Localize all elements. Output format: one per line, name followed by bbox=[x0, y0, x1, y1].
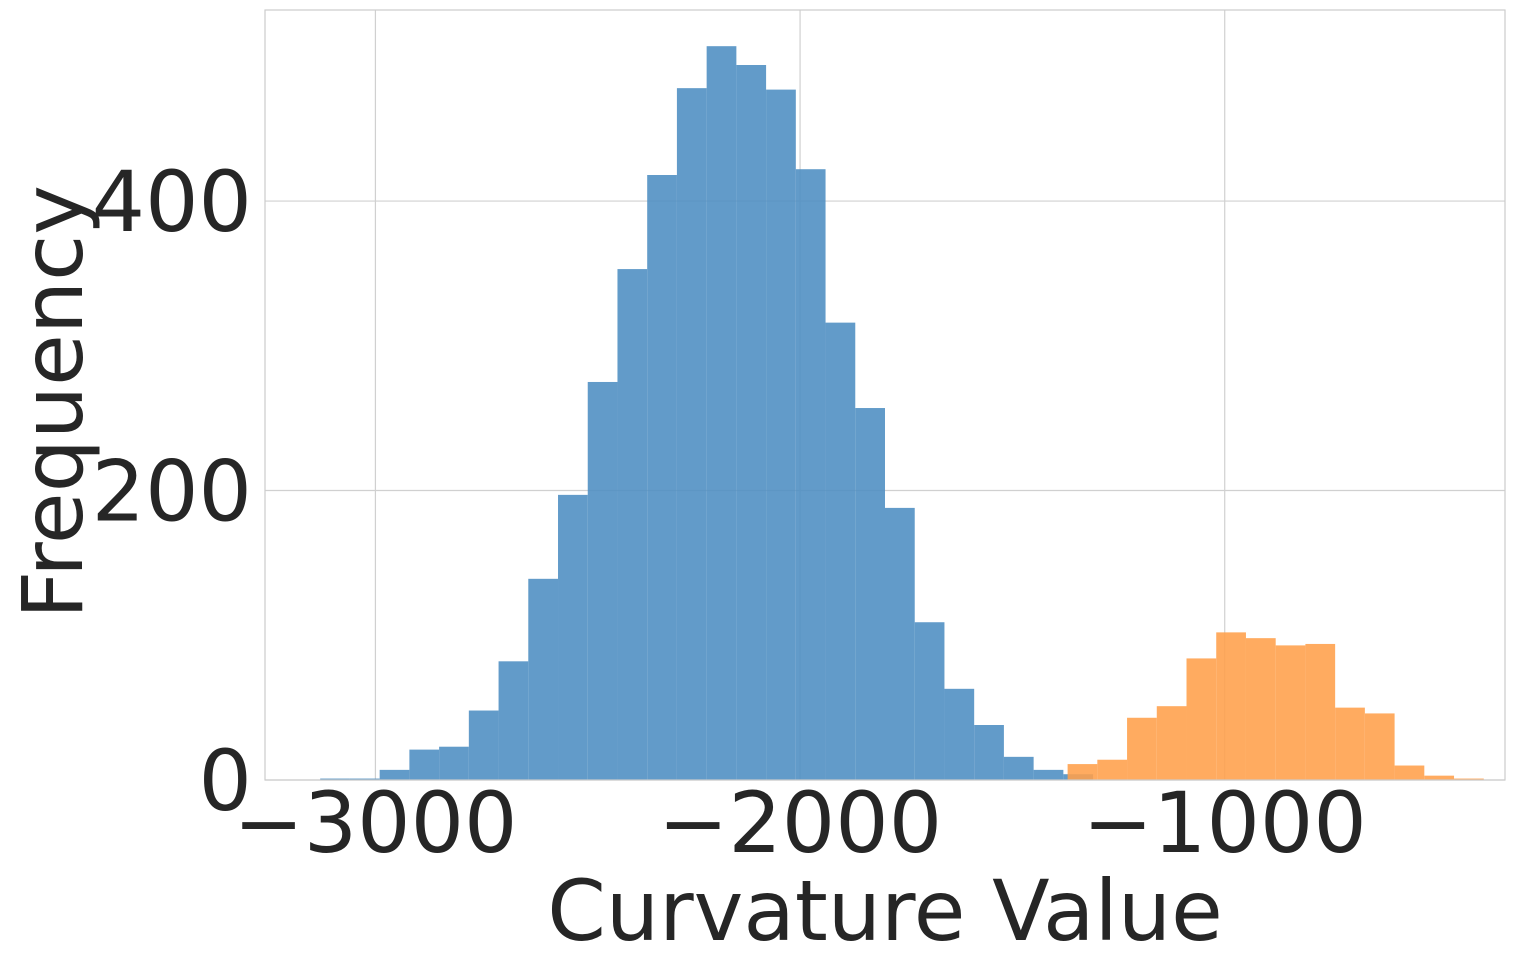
histogram-bar bbox=[1033, 769, 1064, 780]
histogram-bar bbox=[349, 778, 380, 780]
histogram-bar bbox=[736, 65, 767, 780]
histogram-bar bbox=[1097, 759, 1128, 780]
histogram-bar bbox=[1216, 632, 1246, 780]
histogram-bar bbox=[1067, 764, 1098, 780]
histogram-bars bbox=[320, 46, 1484, 781]
histogram-bar bbox=[379, 769, 410, 780]
histogram-bar bbox=[944, 688, 975, 780]
y-tick-label: 0 bbox=[199, 732, 252, 830]
x-tick-label: −2000 bbox=[658, 774, 942, 872]
histogram-bar bbox=[587, 381, 618, 780]
histogram-bar bbox=[706, 46, 737, 781]
y-tick-label: 200 bbox=[92, 443, 252, 541]
histogram-bar bbox=[1275, 645, 1306, 780]
x-axis-label: Curvature Value bbox=[547, 862, 1223, 960]
histogram-bar bbox=[409, 749, 440, 780]
histogram-bar bbox=[1186, 658, 1217, 780]
histogram-bar bbox=[825, 322, 856, 780]
histogram-bar bbox=[1424, 775, 1455, 780]
x-tick-label: −1000 bbox=[1083, 774, 1367, 872]
histogram-bar bbox=[320, 778, 350, 780]
histogram-bar bbox=[439, 746, 469, 780]
histogram-bar bbox=[1305, 643, 1336, 780]
histogram-bar bbox=[647, 175, 677, 780]
histogram-bar bbox=[1364, 713, 1395, 780]
histogram-series-2 bbox=[1067, 632, 1484, 780]
histogram-bar bbox=[498, 661, 529, 780]
histogram-bar bbox=[855, 408, 885, 780]
y-axis-label: Frequency bbox=[4, 185, 102, 619]
histogram-bar bbox=[528, 578, 559, 780]
x-tick-label: −3000 bbox=[233, 774, 517, 872]
y-tick-labels: 0 200 400 bbox=[92, 153, 252, 830]
histogram-bar bbox=[974, 725, 1004, 780]
plot-frame bbox=[264, 9, 1506, 781]
histogram-bar bbox=[1127, 717, 1157, 780]
histogram-bar bbox=[1335, 707, 1365, 780]
histogram-bar bbox=[795, 169, 826, 781]
histogram-bar bbox=[468, 710, 499, 780]
histogram-bar bbox=[885, 507, 915, 780]
histogram-bar bbox=[676, 88, 707, 780]
histogram-bar bbox=[617, 269, 648, 780]
histogram-series-1 bbox=[320, 46, 1094, 781]
histogram-bar bbox=[1394, 765, 1425, 780]
y-tick-label: 400 bbox=[92, 153, 252, 251]
histogram-bar bbox=[558, 494, 588, 780]
histogram-bar bbox=[1245, 638, 1276, 780]
histogram-bar bbox=[1003, 756, 1034, 780]
histogram-bar bbox=[1454, 778, 1484, 780]
histogram-bar bbox=[914, 622, 945, 780]
x-tick-labels: −3000 −2000 −1000 bbox=[233, 774, 1366, 872]
histogram-bar bbox=[1156, 706, 1187, 780]
histogram-bar bbox=[766, 89, 796, 780]
